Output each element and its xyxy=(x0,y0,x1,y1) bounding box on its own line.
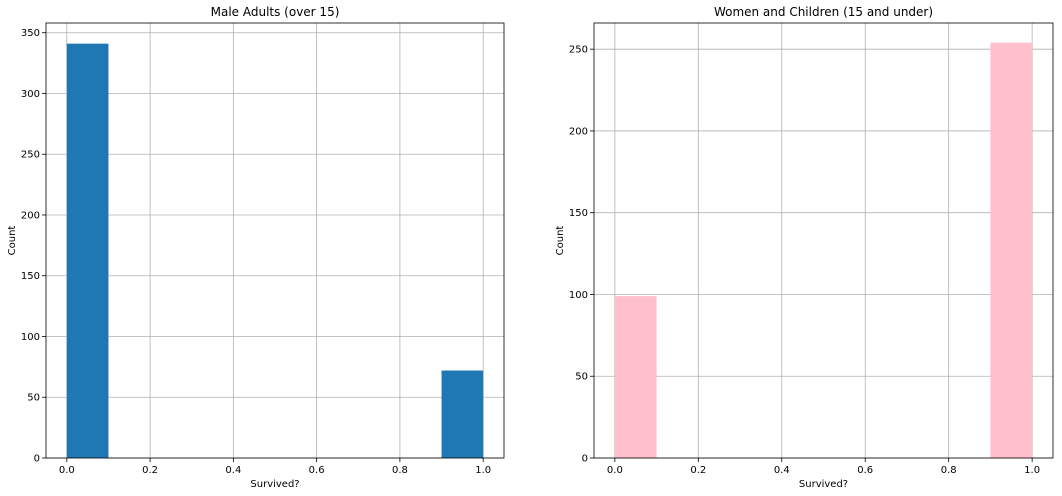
x-tick-label: 0.0 xyxy=(59,465,75,476)
y-tick-label: 200 xyxy=(569,126,588,137)
bars xyxy=(66,43,484,458)
histogram-bar xyxy=(441,370,484,458)
y-tick-label: 250 xyxy=(21,150,40,161)
axes: 0.0 0.2 0.4 0.6 0.8 1.0 0 50 100 150 200 250 300 350 xyxy=(21,22,505,476)
y-axis-label: Count xyxy=(555,226,566,256)
x-tick-label: 0.6 xyxy=(857,465,873,476)
y-tick-label: 0 xyxy=(582,454,588,465)
y-tick-label: 200 xyxy=(21,210,40,221)
chart-women-children: Women and Children (15 and under) Surviv… xyxy=(555,5,1054,490)
x-axis-label: Survived? xyxy=(799,479,848,490)
chart-title: Male Adults (over 15) xyxy=(211,5,340,19)
y-tick-label: 150 xyxy=(21,271,40,282)
y-tick-label: 150 xyxy=(569,208,588,219)
y-axis-label: Count xyxy=(7,226,18,256)
x-tick-label: 0.2 xyxy=(142,465,158,476)
histogram-bar xyxy=(990,42,1033,459)
y-tick-label: 100 xyxy=(21,332,40,343)
x-axis-label: Survived? xyxy=(250,479,299,490)
y-tick-label: 100 xyxy=(569,290,588,301)
axes: 0.0 0.2 0.4 0.6 0.8 1.0 0 50 100 150 200 250 xyxy=(569,22,1054,476)
x-tick-label: 0.4 xyxy=(774,465,790,476)
y-tick-label: 350 xyxy=(21,28,40,39)
gridlines xyxy=(46,23,504,459)
chart-male-adults: Male Adults (over 15) Survived? Count 0.… xyxy=(7,5,505,490)
gridlines xyxy=(594,23,1053,459)
plot-frame xyxy=(593,22,1054,459)
x-tick-label: 0.6 xyxy=(309,465,325,476)
plot-frame xyxy=(45,22,505,459)
histogram-bar xyxy=(614,296,657,458)
x-tick-label: 1.0 xyxy=(475,465,491,476)
x-tick-label: 1.0 xyxy=(1024,465,1040,476)
x-tick-label: 0.4 xyxy=(225,465,241,476)
y-tick-label: 300 xyxy=(21,89,40,100)
histogram-bar xyxy=(66,43,109,458)
x-tick-label: 0.2 xyxy=(690,465,706,476)
bars xyxy=(614,42,1033,459)
y-tick-label: 250 xyxy=(569,45,588,56)
x-tick-label: 0.8 xyxy=(392,465,408,476)
x-tick-label: 0.8 xyxy=(941,465,957,476)
y-tick-label: 50 xyxy=(575,372,588,383)
y-tick-label: 0 xyxy=(34,454,40,465)
chart-title: Women and Children (15 and under) xyxy=(714,5,933,19)
x-tick-label: 0.0 xyxy=(607,465,623,476)
y-tick-label: 50 xyxy=(27,393,40,404)
